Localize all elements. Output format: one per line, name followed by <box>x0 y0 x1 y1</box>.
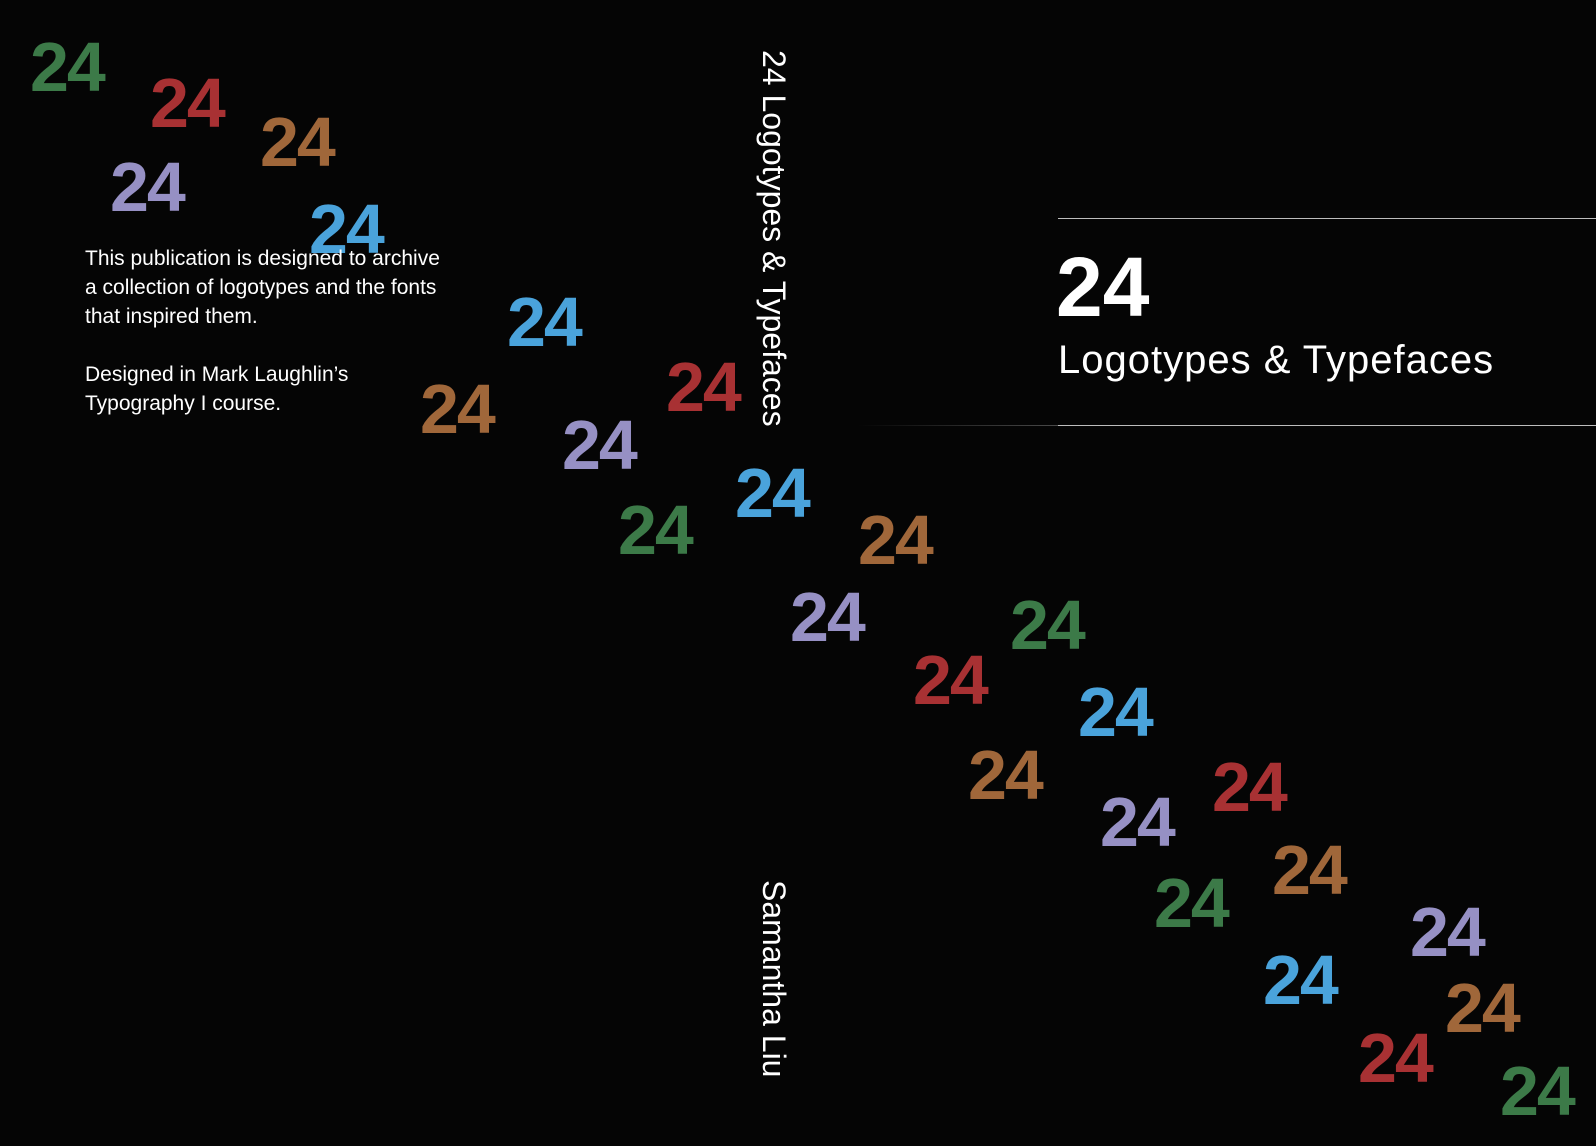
decorative-number-24: 24 <box>666 348 742 426</box>
decorative-number-24: 24 <box>110 148 186 226</box>
front-cover-subtitle: Logotypes & Typefaces <box>1058 338 1495 382</box>
decorative-number-24: 24 <box>968 736 1044 814</box>
credit-paragraph: Designed in Mark Laughlin’s Typography I… <box>85 360 505 418</box>
credit-line: Designed in Mark Laughlin’s <box>85 363 349 386</box>
credit-line: Typography I course. <box>85 392 282 415</box>
decorative-number-24: 24 <box>913 641 989 719</box>
decorative-number-24: 24 <box>562 406 638 484</box>
description-line: This publication is designed to archive <box>85 247 440 270</box>
description-line: a collection of logotypes and the fonts <box>85 276 437 299</box>
back-cover-description: This publication is designed to archive … <box>85 244 505 447</box>
front-cover-number: 24 <box>1056 240 1150 334</box>
spine-title: 24 Logotypes & Typefaces <box>756 50 792 427</box>
decorative-number-24: 24 <box>420 370 496 448</box>
decorative-number-24: 24 <box>1078 673 1154 751</box>
decorative-number-24: 24 <box>1263 941 1339 1019</box>
decorative-number-24: 24 <box>260 103 336 181</box>
decorative-number-24: 24 <box>858 501 934 579</box>
decorative-number-24: 24 <box>1272 831 1348 909</box>
front-bottom-divider <box>1058 425 1596 426</box>
decorative-number-24: 24 <box>618 491 694 569</box>
decorative-number-24: 24 <box>1154 864 1230 942</box>
decorative-number-24: 24 <box>1358 1019 1434 1097</box>
front-bottom-divider-fade <box>858 425 1058 426</box>
front-top-divider <box>1058 218 1596 219</box>
decorative-number-24: 24 <box>30 28 106 106</box>
decorative-number-24: 24 <box>150 64 226 142</box>
decorative-number-24: 24 <box>790 578 866 656</box>
decorative-number-24: 24 <box>1100 783 1176 861</box>
description-paragraph: This publication is designed to archive … <box>85 244 505 331</box>
spine-author: Samantha Liu <box>756 880 792 1078</box>
decorative-number-24: 24 <box>1500 1052 1576 1130</box>
decorative-number-24: 24 <box>1212 748 1288 826</box>
decorative-number-24: 24 <box>1410 893 1486 971</box>
decorative-number-24: 24 <box>735 454 811 532</box>
decorative-number-24: 24 <box>309 190 385 268</box>
decorative-number-24: 24 <box>507 283 583 361</box>
decorative-number-24: 24 <box>1010 586 1086 664</box>
decorative-number-24: 24 <box>1445 969 1521 1047</box>
description-line: that inspired them. <box>85 305 258 328</box>
